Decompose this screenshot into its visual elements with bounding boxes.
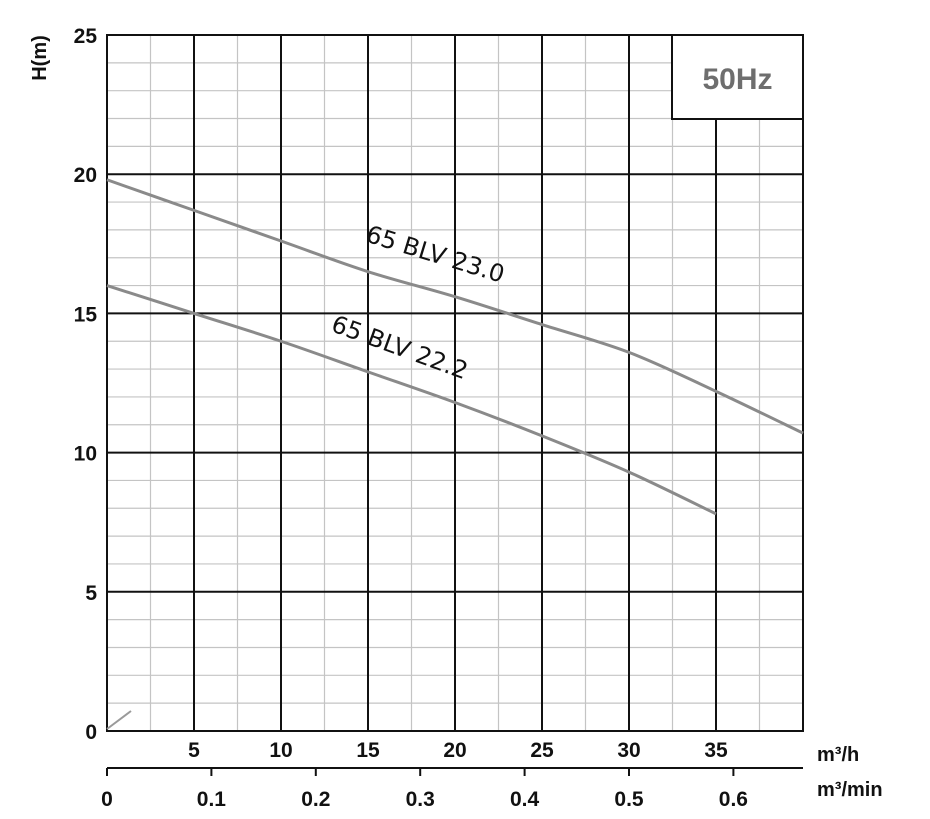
- x2-axis-label: m³/min: [817, 779, 883, 801]
- x-tick-label: 10: [269, 739, 292, 762]
- x2-tick-label: 0.1: [197, 788, 227, 811]
- x-tick-label: 35: [704, 739, 728, 762]
- x2-tick-label: 0.2: [301, 788, 330, 811]
- y-tick-labels: 0 5 10 15 20 25: [74, 25, 98, 744]
- y-tick-label: 25: [74, 25, 98, 48]
- x-tick-label: 20: [443, 739, 466, 762]
- frequency-label: 50Hz: [702, 63, 772, 96]
- y-tick-label: 0: [85, 721, 97, 744]
- x2-tick-label: 0.6: [719, 788, 748, 811]
- y-axis-label: H(m): [29, 35, 51, 81]
- x-tick-label: 5: [188, 739, 200, 762]
- plot-frame: [106, 34, 804, 732]
- y-tick-label: 10: [74, 443, 97, 466]
- frequency-box: 50Hz: [671, 34, 804, 120]
- x-tick-label: 15: [356, 739, 380, 762]
- series-line: [106, 178, 804, 435]
- y-tick-label: 5: [85, 582, 97, 605]
- x2-tick-label: 0.5: [614, 788, 644, 811]
- x-tick-labels: 5 10 15 20 25 30 35: [188, 739, 728, 762]
- y-tick-label: 20: [74, 164, 97, 187]
- x-axis-label: m³/h: [817, 744, 859, 766]
- y-tick-label: 15: [74, 303, 98, 326]
- x2-tick-label: 0.3: [406, 788, 435, 811]
- origin-stub: [106, 710, 132, 730]
- series-line: [106, 284, 717, 516]
- x-tick-label: 25: [530, 739, 554, 762]
- x2-tick-label: 0.4: [510, 788, 540, 811]
- x2-tick-label: 0: [101, 788, 113, 811]
- x-tick-label: 30: [617, 739, 640, 762]
- series-label: 65 BLV 22.2: [328, 310, 472, 385]
- secondary-x-axis: 0 0.1 0.2 0.3 0.4 0.5 0.6: [101, 767, 803, 811]
